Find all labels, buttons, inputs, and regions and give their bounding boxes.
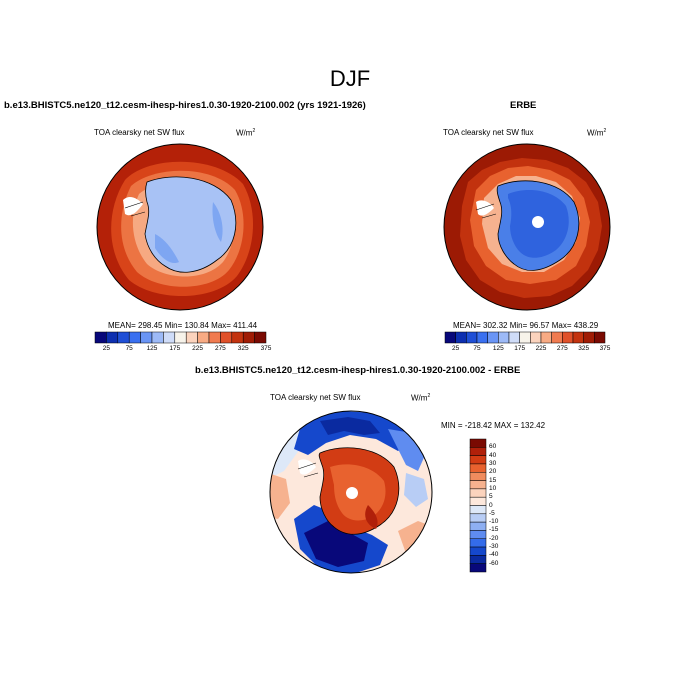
panel2-variable: TOA clearsky net SW flux [443,128,534,137]
colorbar-tick-label: 25 [452,345,460,352]
panel3-variable: TOA clearsky net SW flux [270,393,361,402]
colorbar-swatch [128,331,141,344]
colorbar-swatch [519,331,531,344]
panel2-units: W/m2 [587,128,607,138]
panel1-units: W/m2 [236,128,256,138]
colorbar-swatch [185,331,198,344]
panel3-polar-map [269,410,433,574]
colorbar-swatch [466,331,478,344]
colorbar-swatch [572,331,584,344]
colorbar-tick-label: 375 [260,345,272,352]
colorbar-tick-label: 75 [473,345,481,352]
colorbar-tick-label: 325 [237,345,249,352]
colorbar-tick-label: 5 [489,493,493,501]
colorbar-tick-label: 20 [489,468,497,476]
colorbar-swatch [487,331,499,344]
panel1-title: b.e13.BHISTC5.ne120_t12.cesm-ihesp-hires… [4,100,366,111]
colorbar-swatch [469,505,487,515]
colorbar-swatch [469,455,487,465]
colorbar-swatch [140,331,153,344]
panel3-title: b.e13.BHISTC5.ne120_t12.cesm-ihesp-hires… [195,365,521,376]
colorbar-swatch [151,331,164,344]
colorbar-swatch [508,331,520,344]
colorbar-swatch [469,555,487,564]
panel3-colorbar [469,438,487,573]
colorbar-tick-label: 225 [535,345,547,352]
colorbar-swatch [254,331,267,344]
colorbar-tick-label: 15 [489,476,497,484]
panel1-stats: MEAN= 298.45 Min= 130.84 Max= 411.44 [108,321,258,330]
colorbar-tick-label: 275 [556,345,568,352]
colorbar-tick-label: 25 [102,345,110,352]
colorbar-tick-label: -40 [489,551,499,559]
colorbar-swatch [551,331,563,344]
colorbar-swatch [208,331,221,344]
colorbar-swatch [220,331,233,344]
colorbar-swatch [163,331,176,344]
colorbar-tick-label: 125 [146,345,158,352]
colorbar-tick-label: -20 [489,534,499,542]
colorbar-swatch [469,546,487,556]
colorbar-swatch [469,447,487,456]
colorbar-swatch [583,331,595,344]
colorbar-tick-label: 60 [489,443,497,451]
colorbar-swatch [469,521,487,531]
colorbar-swatch [476,331,488,344]
colorbar-tick-label: -60 [489,559,499,567]
panel1-variable: TOA clearsky net SW flux [94,128,185,137]
colorbar-swatch [469,496,487,506]
colorbar-swatch [530,331,542,344]
colorbar-swatch [498,331,510,344]
panel3-stats: MIN = -218.42 MAX = 132.42 [441,421,546,430]
colorbar-swatch [469,480,487,490]
colorbar-swatch [562,331,574,344]
colorbar-tick-label: -5 [489,509,495,517]
figure-title: DJF [329,66,371,91]
colorbar-swatch [540,331,552,344]
colorbar-swatch [469,530,487,539]
colorbar-tick-label: 225 [192,345,204,352]
colorbar-tick-label: 10 [489,484,497,492]
panel2-title: ERBE [510,100,537,111]
colorbar-swatch [469,438,487,448]
panel2-polar-map [443,143,611,311]
colorbar-tick-label: 40 [489,451,497,459]
colorbar-tick-label: 30 [489,459,497,467]
colorbar-tick-label: 275 [214,345,226,352]
panel1-colorbar [94,331,267,344]
colorbar-swatch [197,331,210,344]
colorbar-swatch [106,331,119,344]
colorbar-swatch [469,463,487,473]
panel2-stats: MEAN= 302.32 Min= 96.57 Max= 438.29 [453,321,599,330]
colorbar-swatch [455,331,467,344]
colorbar-tick-label: -15 [489,526,499,534]
colorbar-swatch [594,331,606,344]
colorbar-tick-label: 175 [169,345,181,352]
colorbar-swatch [174,331,187,344]
panel2-colorbar [444,331,606,344]
panel1-polar-map [96,143,264,311]
colorbar-swatch [444,331,456,344]
colorbar-swatch [94,331,107,344]
colorbar-tick-label: 75 [125,345,133,352]
panel3-units: W/m2 [411,393,431,403]
colorbar-swatch [469,563,487,573]
colorbar-swatch [231,331,244,344]
colorbar-swatch [469,488,487,498]
colorbar-tick-label: 125 [492,345,504,352]
colorbar-tick-label: 175 [514,345,526,352]
colorbar-swatch [469,538,487,548]
colorbar-swatch [242,331,255,344]
colorbar-swatch [117,331,130,344]
colorbar-tick-label: -10 [489,518,499,526]
colorbar-swatch [469,513,487,523]
colorbar-tick-label: 0 [489,501,493,509]
colorbar-tick-label: 375 [599,345,611,352]
colorbar-tick-label: -30 [489,543,499,551]
colorbar-swatch [469,472,487,481]
colorbar-tick-label: 325 [578,345,590,352]
